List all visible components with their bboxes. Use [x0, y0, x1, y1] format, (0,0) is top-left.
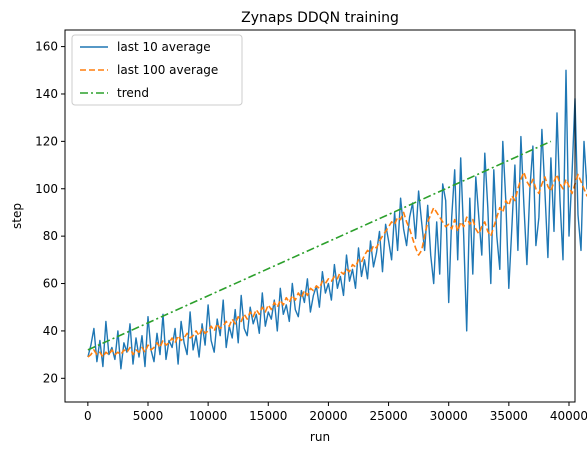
x-tick-label: 0: [84, 409, 92, 423]
y-tick-label: 20: [43, 371, 58, 385]
legend-label-last-100-average: last 100 average: [117, 63, 218, 77]
series-line-trend: [87, 140, 552, 351]
y-tick-label: 80: [43, 229, 58, 243]
y-tick-label: 60: [43, 277, 58, 291]
legend: last 10 average last 100 average trend: [71, 34, 243, 106]
series-line-last-100-average: [87, 171, 587, 358]
x-axis: 0 5000 10000 15000 20000 25000 30000 35000 40000: [84, 402, 587, 423]
y-tick-label: 140: [35, 87, 58, 101]
x-tick-label: 30000: [430, 409, 468, 423]
y-tick-label: 100: [35, 182, 58, 196]
x-tick-label: 35000: [490, 409, 528, 423]
x-axis-label: run: [310, 430, 330, 444]
y-tick-label: 40: [43, 324, 58, 338]
y-axis: 20 40 60 80 100 120 140 160: [35, 40, 65, 385]
y-axis-label: step: [10, 203, 24, 229]
legend-label-trend: trend: [117, 86, 149, 100]
x-tick-label: 20000: [309, 409, 347, 423]
x-tick-label: 10000: [189, 409, 227, 423]
y-tick-label: 160: [35, 40, 58, 54]
x-tick-label: 15000: [249, 409, 287, 423]
x-tick-label: 5000: [133, 409, 164, 423]
legend-label-last-10-average: last 10 average: [117, 40, 211, 54]
chart-title: Zynaps DDQN training: [241, 10, 399, 26]
legend-box: [71, 34, 243, 106]
x-tick-label: 25000: [369, 409, 407, 423]
series-layer: [87, 69, 587, 370]
x-tick-label: 40000: [550, 409, 587, 423]
plot-frame: [64, 29, 576, 403]
y-tick-label: 120: [35, 134, 58, 148]
